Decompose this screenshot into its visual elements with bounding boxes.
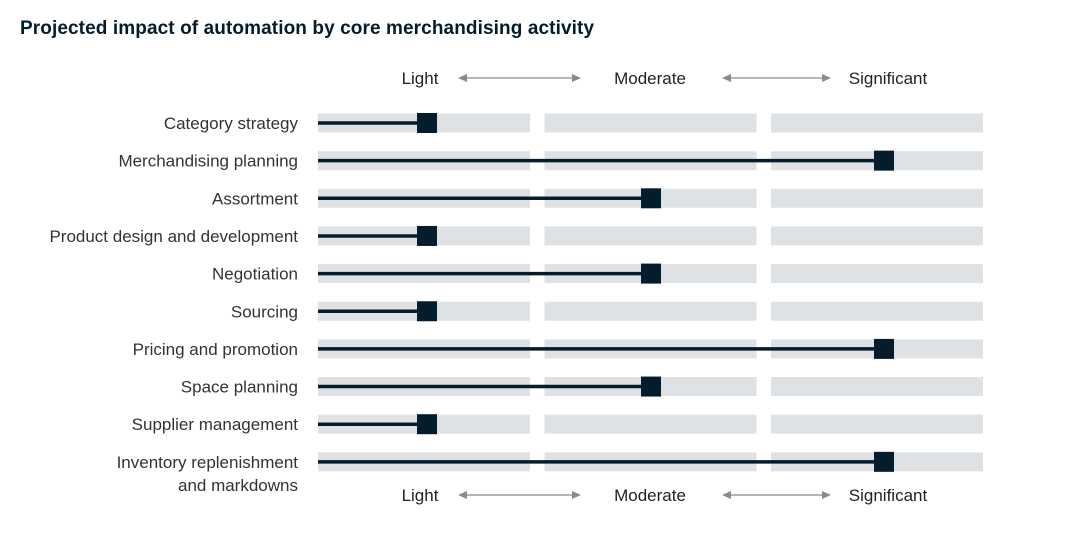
- impact-marker: [417, 113, 437, 133]
- scale-label-significant: Significant: [849, 486, 928, 505]
- category-label: Product design and development: [49, 227, 298, 246]
- category-label: Negotiation: [212, 265, 298, 284]
- track-segment-significant: [771, 414, 983, 434]
- track-segment-significant: [771, 226, 983, 246]
- scale-header-top: Light Moderate Significant: [402, 69, 928, 88]
- track-segment-moderate: [544, 226, 757, 246]
- arrow-left-icon: [458, 491, 467, 499]
- impact-marker: [417, 414, 437, 435]
- arrow-right-icon: [822, 491, 831, 499]
- track-segment-moderate: [544, 414, 757, 434]
- arrow-right-icon: [572, 74, 581, 82]
- chart-title: Projected impact of automation by core m…: [20, 18, 595, 39]
- track-segment-significant: [771, 264, 983, 284]
- arrow-left-icon: [722, 74, 731, 82]
- category-label: Assortment: [212, 189, 298, 208]
- category-labels: Category strategy Merchandising planning A…: [49, 114, 298, 495]
- category-label: Supplier management: [132, 415, 299, 434]
- impact-marker: [641, 263, 661, 284]
- track-segment-moderate: [544, 113, 757, 133]
- impact-marker: [874, 338, 894, 359]
- arrow-right-icon: [822, 74, 831, 82]
- impact-marker: [641, 188, 661, 209]
- category-label: Sourcing: [231, 302, 298, 321]
- scale-label-moderate: Moderate: [614, 69, 686, 88]
- scale-header-bottom: Light Moderate Significant: [402, 486, 928, 505]
- arrow-left-icon: [722, 491, 731, 499]
- category-label: Pricing and promotion: [133, 340, 298, 359]
- arrow-right-icon: [572, 491, 581, 499]
- impact-marker: [641, 376, 661, 397]
- impact-bars: [318, 113, 894, 472]
- scale-label-moderate: Moderate: [614, 486, 686, 505]
- arrow-left-icon: [458, 74, 467, 82]
- track-segment-significant: [771, 301, 983, 321]
- impact-marker: [874, 451, 894, 472]
- category-label: Category strategy: [164, 114, 299, 133]
- scale-label-light: Light: [402, 486, 439, 505]
- track-segment-significant: [771, 188, 983, 208]
- scale-label-light: Light: [402, 69, 439, 88]
- track-segment-significant: [771, 377, 983, 397]
- track-segment-significant: [771, 113, 983, 133]
- impact-marker: [874, 150, 894, 171]
- category-label: Inventory replenishment and markdowns: [117, 453, 299, 495]
- category-label: Space planning: [181, 378, 298, 397]
- track-segment-moderate: [544, 301, 757, 321]
- category-label: Merchandising planning: [118, 152, 298, 171]
- impact-marker: [417, 301, 437, 322]
- impact-marker: [417, 225, 437, 246]
- scale-label-significant: Significant: [849, 69, 928, 88]
